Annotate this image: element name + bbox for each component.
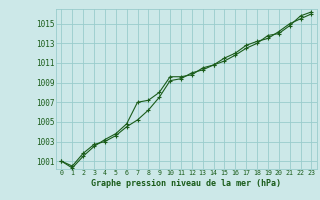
X-axis label: Graphe pression niveau de la mer (hPa): Graphe pression niveau de la mer (hPa)	[92, 179, 281, 188]
